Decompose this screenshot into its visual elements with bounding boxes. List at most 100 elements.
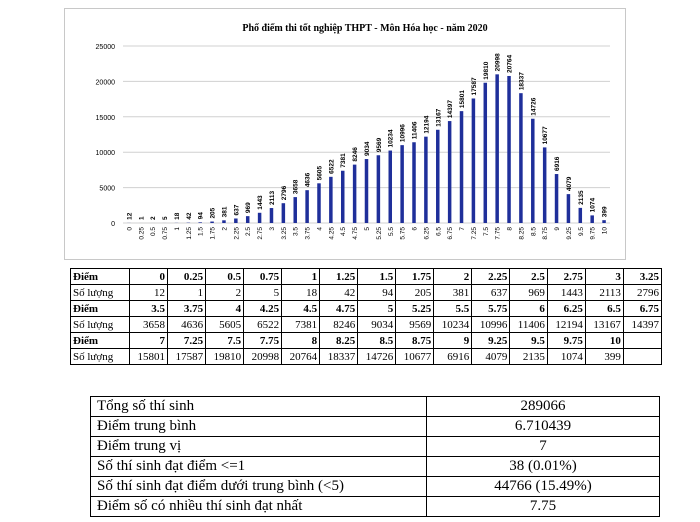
summary-value: 7.75	[426, 496, 660, 517]
row-label: Số lượng	[70, 348, 130, 365]
y-tick-label: 5000	[99, 186, 115, 193]
x-tick-label: 6.75	[447, 227, 454, 240]
cell: 1	[167, 284, 207, 301]
bar	[602, 220, 606, 223]
y-tick-label: 15000	[96, 115, 116, 122]
data-label: 1	[138, 216, 145, 220]
cell: 10996	[471, 316, 511, 333]
data-label: 381	[221, 206, 228, 217]
bar	[210, 221, 214, 223]
cell: 6	[509, 300, 548, 317]
x-tick-label: 5	[364, 227, 371, 231]
bar	[590, 215, 594, 223]
cell: 6.75	[622, 300, 663, 317]
summary-label: Điểm trung vị	[90, 436, 427, 457]
data-label: 10234	[388, 129, 395, 147]
bar	[222, 220, 226, 223]
x-tick-label: 3.5	[293, 227, 300, 236]
cell: 42	[319, 284, 359, 301]
data-label: 8246	[352, 147, 359, 162]
y-tick-label: 20000	[96, 79, 116, 86]
score-row: Điểm 7 7.25 7.5 7.75 8 8.25 8.5 8.75 9 9.25 9.5 9.75…	[70, 332, 663, 349]
data-label: 2113	[269, 191, 276, 205]
row-label: Điểm	[70, 268, 130, 285]
cell: 10234	[433, 316, 473, 333]
cell: 6.25	[546, 300, 586, 317]
bar	[566, 194, 571, 223]
data-label: 7381	[340, 153, 347, 168]
y-tick-label: 0	[111, 221, 115, 228]
cell: 3.5	[128, 300, 169, 317]
score-distribution-chart: Phổ điểm thi tốt nghiệp THPT - Môn Hóa h…	[64, 8, 626, 260]
bar	[412, 142, 416, 223]
summary-value: 7	[426, 436, 660, 457]
cell: 1.25	[319, 268, 359, 285]
summary-table: Tổng số thí sinh 289066 Điểm trung bình 6.7…	[90, 396, 660, 517]
bar	[257, 212, 262, 223]
cell: 0.25	[167, 268, 207, 285]
bar	[245, 216, 250, 223]
summary-row: Điểm trung bình 6.710439	[90, 416, 660, 437]
cell: 14397	[622, 316, 663, 333]
bar	[305, 190, 309, 223]
summary-label: Điểm số có nhiều thí sinh đạt nhất	[90, 496, 427, 517]
bar	[198, 222, 202, 223]
cell: 3	[584, 268, 624, 285]
bar	[531, 118, 535, 223]
x-tick-label: 6.25	[423, 227, 430, 240]
data-label: 1074	[590, 198, 597, 213]
x-tick-label: 2	[221, 227, 228, 231]
data-label: 42	[186, 212, 193, 220]
cell: 13167	[584, 316, 624, 333]
cell: 94	[357, 284, 397, 301]
x-tick-label: 8.25	[518, 227, 525, 240]
data-label: 2	[150, 216, 157, 220]
cell: 9	[433, 332, 473, 349]
summary-value: 38 (0.01%)	[426, 456, 660, 477]
data-label: 9569	[376, 137, 383, 152]
cell: 7381	[281, 316, 321, 333]
score-row: Điểm 3.5 3.75 4 4.25 4.5 4.75 5 5.25 5.5 5.75 6 6.25…	[70, 300, 663, 317]
data-label: 2135	[578, 190, 585, 205]
x-tick-label: 8.75	[542, 227, 549, 240]
x-tick-label: 8.5	[530, 227, 537, 236]
x-tick-label: 7	[459, 227, 466, 231]
cell: 2113	[584, 284, 624, 301]
x-tick-label: 4	[316, 227, 323, 231]
bar	[329, 176, 333, 223]
bar	[234, 218, 238, 223]
x-tick-label: 2.75	[257, 227, 264, 240]
data-label: 10996	[400, 124, 407, 142]
x-tick-label: 0	[126, 227, 133, 231]
data-label: 2796	[281, 185, 288, 200]
bar	[340, 170, 345, 223]
data-label: 20998	[495, 53, 502, 71]
cell: 0.5	[205, 268, 245, 285]
cell: 11406	[509, 316, 548, 333]
data-label: 17587	[471, 77, 478, 95]
cell: 8	[281, 332, 321, 349]
data-label: 4636	[305, 172, 312, 187]
bar	[447, 121, 452, 223]
data-label: 20764	[507, 55, 514, 73]
cell: 4	[205, 300, 245, 317]
cell: 5.5	[433, 300, 473, 317]
row-label: Điểm	[70, 300, 130, 317]
summary-value: 289066	[426, 396, 660, 417]
data-label: 969	[245, 202, 252, 213]
x-tick-label: 3.25	[281, 227, 288, 240]
cell: 205	[395, 284, 435, 301]
cell: 4.25	[243, 300, 283, 317]
bar	[436, 129, 440, 223]
summary-label: Điểm trung bình	[90, 416, 427, 437]
cell: 6.5	[584, 300, 624, 317]
cell: 2.75	[546, 268, 586, 285]
summary-label: Số thí sinh đạt điểm <=1	[90, 456, 427, 477]
x-tick-label: 3	[269, 227, 276, 231]
x-tick-label: 0.25	[138, 227, 145, 240]
x-tick-label: 2.25	[233, 227, 240, 240]
x-tick-label: 7.75	[495, 227, 502, 240]
x-tick-label: 1.5	[198, 227, 205, 236]
cell: 2	[205, 284, 245, 301]
cell: 1443	[546, 284, 586, 301]
